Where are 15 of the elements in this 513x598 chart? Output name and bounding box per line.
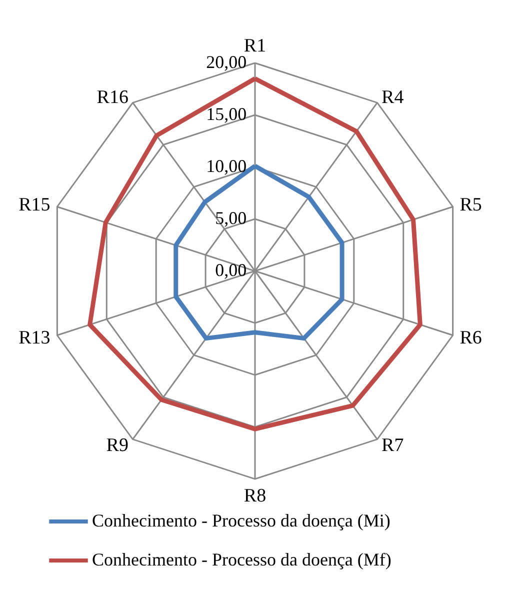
y-tick-label: 10,00: [206, 156, 247, 176]
spoke-label: R9: [106, 435, 128, 456]
y-tick-label: 5,00: [215, 208, 247, 228]
y-tick-label: 0,00: [215, 260, 247, 280]
spoke-label: R13: [18, 328, 50, 349]
spoke-label: R8: [244, 485, 266, 506]
legend-label: Conhecimento - Processo da doença (Mi): [92, 510, 390, 530]
spoke-label: R6: [460, 328, 482, 349]
spoke-label: R4: [382, 86, 404, 108]
spoke-label: R5: [460, 194, 482, 216]
y-tick-label: 15,00: [206, 104, 247, 124]
legend-label: Conhecimento - Processo da doença (Mf): [92, 550, 392, 570]
spoke-label: R16: [96, 86, 128, 108]
spoke-label: R15: [18, 194, 50, 216]
spoke-label: R7: [382, 435, 404, 456]
